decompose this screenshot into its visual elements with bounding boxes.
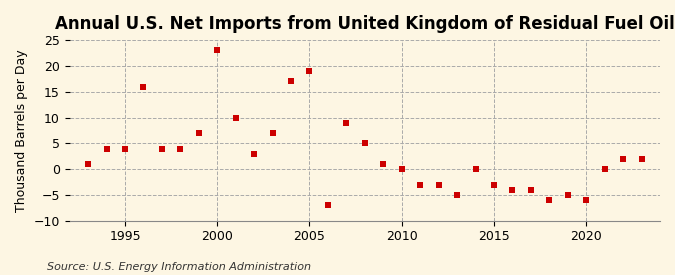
Point: [414, 182, 425, 187]
Point: [359, 141, 370, 145]
Point: [636, 157, 647, 161]
Point: [194, 131, 205, 135]
Point: [101, 146, 112, 151]
Point: [452, 193, 462, 197]
Point: [267, 131, 278, 135]
Point: [212, 48, 223, 53]
Point: [83, 162, 94, 166]
Point: [323, 203, 333, 208]
Point: [433, 182, 444, 187]
Point: [286, 79, 296, 84]
Point: [470, 167, 481, 171]
Text: Source: U.S. Energy Information Administration: Source: U.S. Energy Information Administ…: [47, 262, 311, 271]
Point: [230, 115, 241, 120]
Point: [489, 182, 500, 187]
Point: [138, 84, 149, 89]
Point: [562, 193, 573, 197]
Point: [618, 157, 628, 161]
Point: [341, 120, 352, 125]
Point: [175, 146, 186, 151]
Title: Annual U.S. Net Imports from United Kingdom of Residual Fuel Oil: Annual U.S. Net Imports from United King…: [55, 15, 675, 33]
Point: [525, 188, 536, 192]
Y-axis label: Thousand Barrels per Day: Thousand Barrels per Day: [15, 49, 28, 212]
Point: [304, 69, 315, 73]
Point: [378, 162, 389, 166]
Point: [580, 198, 591, 202]
Point: [599, 167, 610, 171]
Point: [396, 167, 407, 171]
Point: [248, 152, 259, 156]
Point: [544, 198, 555, 202]
Point: [507, 188, 518, 192]
Point: [119, 146, 130, 151]
Point: [157, 146, 167, 151]
